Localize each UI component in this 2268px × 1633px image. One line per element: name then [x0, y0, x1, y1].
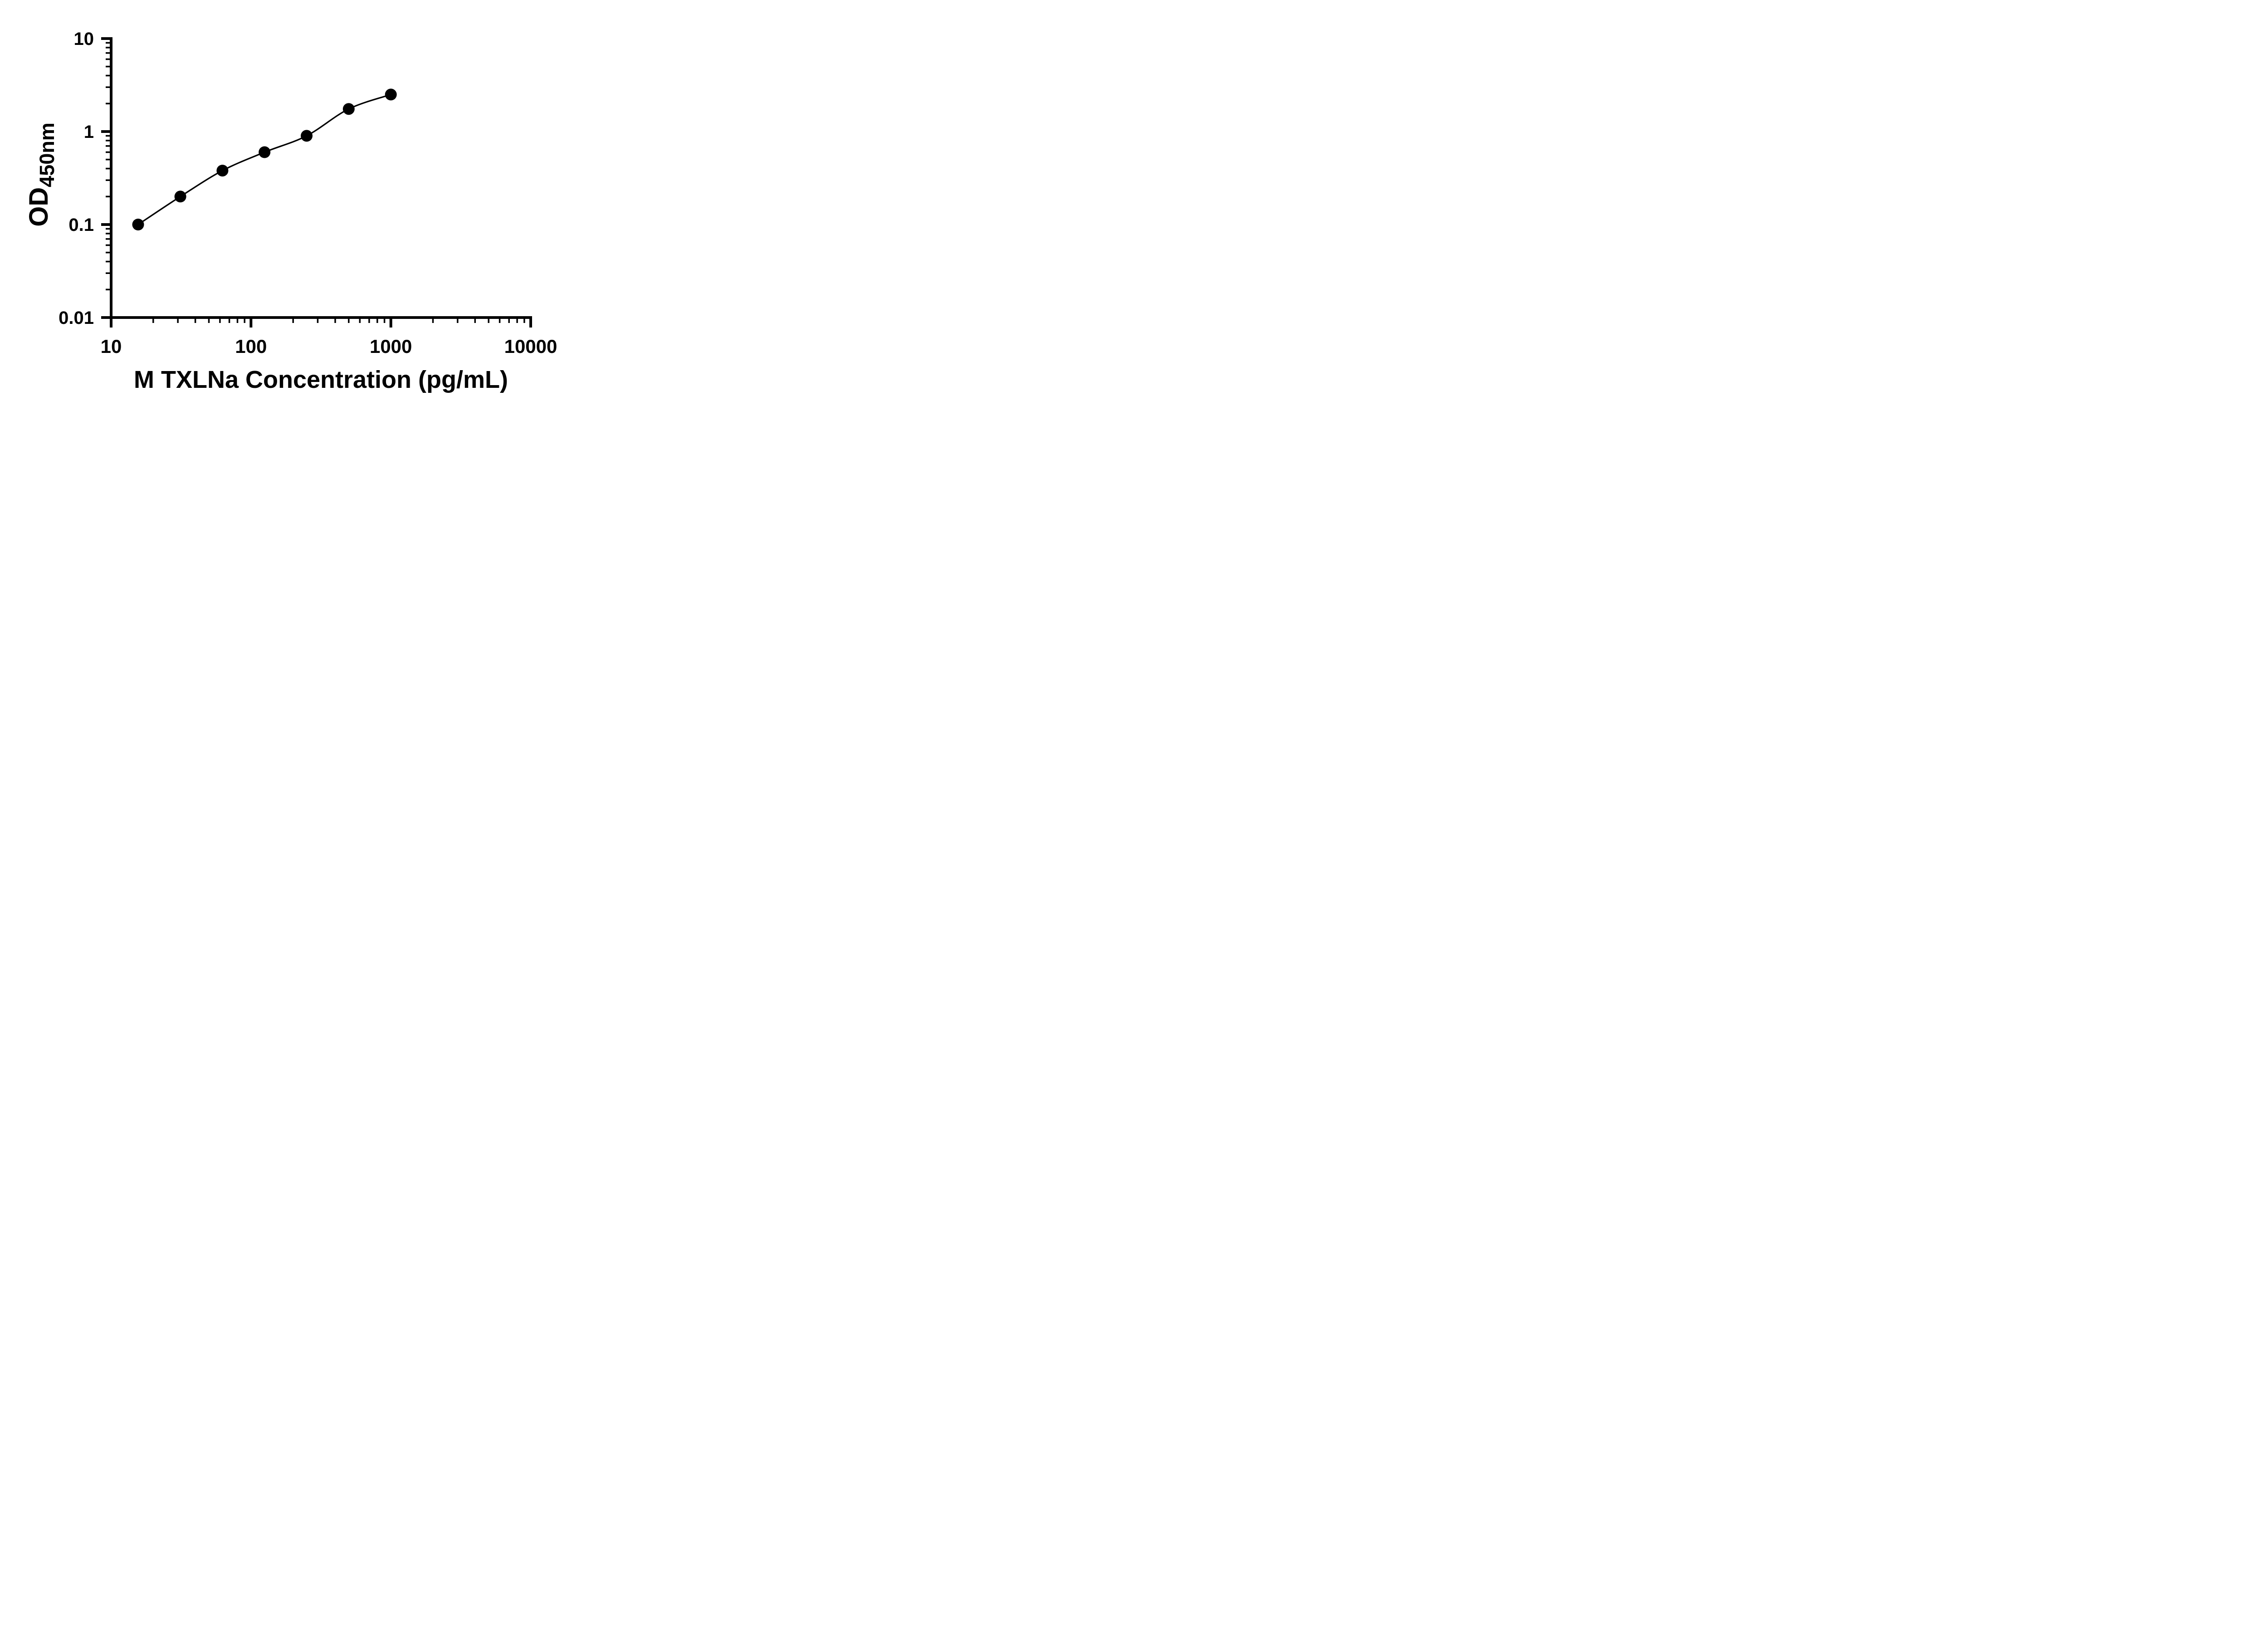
x-axis-tick-label: 100 [235, 336, 267, 357]
y-axis-tick-label: 0.1 [68, 215, 94, 235]
data-point [132, 219, 144, 230]
y-axis-title-main: OD [24, 187, 54, 227]
data-points [132, 88, 397, 230]
y-axis-tick-label: 0.01 [59, 308, 94, 328]
y-axis-title-subscript: 450nm [35, 122, 59, 187]
standard-curve-chart: 10 100 1000 10000 0.01 0.1 1 10 M TXLNa Concentr… [24, 29, 557, 393]
x-axis-title: M TXLNa Concentration (pg/mL) [134, 366, 508, 393]
tick-labels: 10 100 1000 10000 0.01 0.1 1 10 [59, 29, 557, 357]
x-axis-tick-label: 10000 [504, 336, 557, 357]
y-axis-tick-label: 10 [74, 29, 94, 49]
data-point [385, 88, 397, 101]
data-point [301, 130, 313, 142]
axis-ticks [101, 37, 532, 328]
data-point [216, 165, 229, 177]
standard-curve-line [137, 93, 391, 225]
page: 10 100 1000 10000 0.01 0.1 1 10 M TXLNa Concentr… [0, 0, 2268, 408]
data-point [174, 191, 186, 203]
data-point [259, 146, 271, 158]
x-axis-tick-label: 10 [101, 336, 122, 357]
axes [110, 37, 532, 319]
data-point [342, 103, 355, 115]
standard-curve-figure: 10 100 1000 10000 0.01 0.1 1 10 M TXLNa Concentr… [0, 0, 583, 408]
y-axis-tick-label: 1 [84, 122, 94, 142]
x-axis-tick-label: 1000 [370, 336, 412, 357]
y-axis-title: OD450nm [24, 122, 59, 227]
